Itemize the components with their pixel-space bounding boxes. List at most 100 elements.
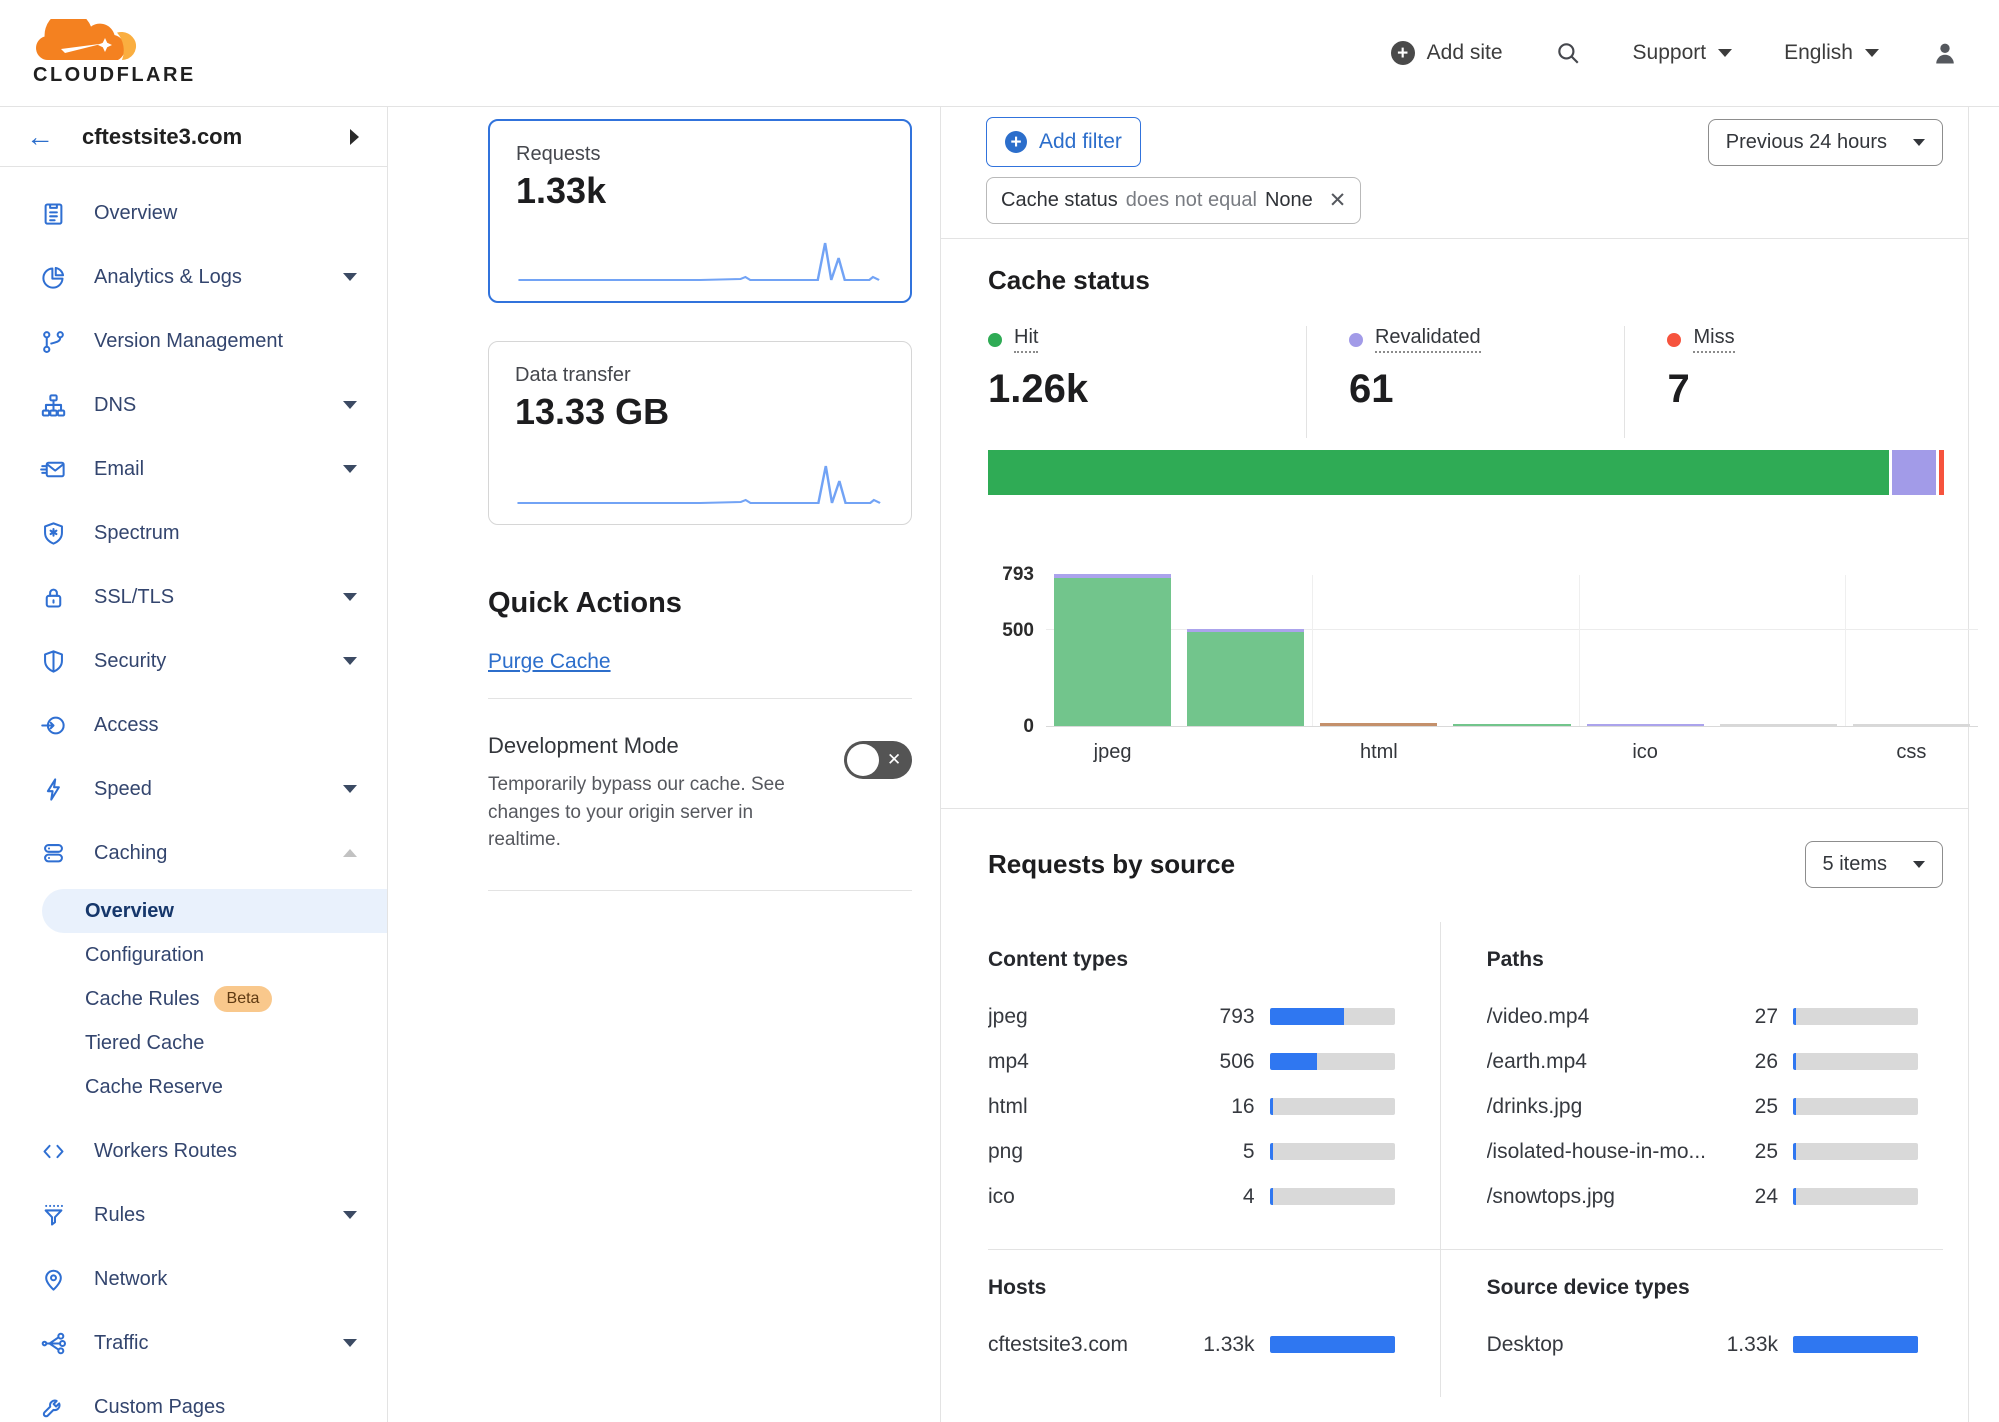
sidebar-subitem-configuration[interactable]: Configuration — [42, 933, 387, 977]
sidebar-item-spectrum[interactable]: Spectrum — [0, 501, 387, 565]
stat-label[interactable]: Miss — [1693, 326, 1735, 353]
table-row[interactable]: /drinks.jpg 25 — [1487, 1084, 1918, 1129]
table-rows: cftestsite3.com 1.33k — [988, 1322, 1395, 1367]
sidebar-item-email[interactable]: Email — [0, 437, 387, 501]
sidebar-item-workers-routes[interactable]: Workers Routes — [0, 1119, 387, 1183]
chart-bar-css[interactable] — [1845, 575, 1978, 726]
chevron-right-icon[interactable] — [350, 128, 359, 145]
row-bar — [1269, 1008, 1395, 1025]
chart-bar-unlabeled[interactable] — [1179, 575, 1312, 726]
table-row[interactable]: /isolated-house-in-mo... 25 — [1487, 1129, 1918, 1174]
requests-metric-card[interactable]: Requests 1.33k — [488, 119, 912, 303]
table-row[interactable]: Desktop 1.33k — [1487, 1322, 1918, 1367]
sidebar-item-speed[interactable]: Speed — [0, 757, 387, 821]
row-bar — [1269, 1098, 1395, 1115]
sidebar-item-caching[interactable]: Caching — [0, 821, 387, 885]
table-title: Content types — [988, 948, 1129, 971]
sidebar-item-network[interactable]: Network — [0, 1247, 387, 1311]
cloudflare-cloud-icon — [36, 19, 137, 61]
table-hosts: Hosts cftestsite3.com 1.33k — [988, 1249, 1440, 1397]
sidebar-item-label: Version Management — [94, 329, 284, 352]
table-row[interactable]: html 16 — [988, 1084, 1395, 1129]
cloudflare-logo[interactable]: CLOUDFLARE — [33, 19, 196, 87]
items-count-select[interactable]: 5 items — [1804, 841, 1943, 888]
sidebar-item-dns[interactable]: DNS — [0, 373, 387, 437]
sidebar-subitem-tiered-cache[interactable]: Tiered Cache — [42, 1021, 387, 1065]
table-row[interactable]: ico 4 — [988, 1174, 1395, 1219]
version-icon — [40, 327, 68, 355]
sidebar-item-rules[interactable]: Rules — [0, 1183, 387, 1247]
back-arrow-icon[interactable]: ← — [26, 120, 54, 152]
development-mode-toggle[interactable]: ✕ — [844, 741, 912, 779]
sidebar-item-analytics-logs[interactable]: Analytics & Logs — [0, 245, 387, 309]
bar-segment — [1053, 578, 1172, 726]
add-filter-button[interactable]: + Add filter — [986, 117, 1141, 167]
stat-label[interactable]: Hit — [1014, 326, 1039, 353]
row-value: 16 — [1231, 1094, 1255, 1118]
plus-circle-icon: + — [1005, 131, 1027, 153]
user-icon[interactable] — [1931, 39, 1959, 67]
row-bar — [1269, 1143, 1395, 1160]
support-menu[interactable]: Support — [1633, 41, 1733, 65]
sidebar-item-version-management[interactable]: Version Management — [0, 309, 387, 373]
search-icon[interactable] — [1555, 40, 1581, 66]
hit-dot-icon — [988, 332, 1002, 347]
purge-cache-link[interactable]: Purge Cache — [488, 650, 611, 673]
chevron-down-icon — [343, 465, 357, 473]
add-site-button[interactable]: + Add site — [1390, 41, 1503, 65]
x-tick-label — [1712, 741, 1845, 764]
table-row[interactable]: mp4 506 — [988, 1039, 1395, 1084]
sidebar-item-overview[interactable]: Overview — [0, 181, 387, 245]
chart-bar-jpeg[interactable] — [1046, 574, 1179, 726]
language-menu[interactable]: English — [1784, 41, 1879, 65]
row-value: 4 — [1242, 1184, 1255, 1208]
row-label: /video.mp4 — [1486, 1004, 1590, 1028]
row-value: 506 — [1219, 1049, 1255, 1073]
stat-label[interactable]: Revalidated — [1374, 326, 1481, 353]
site-selector[interactable]: ← cftestsite3.com — [0, 107, 387, 167]
row-label: /drinks.jpg — [1486, 1094, 1583, 1118]
sidebar-item-access[interactable]: Access — [0, 693, 387, 757]
row-value: 24 — [1754, 1184, 1778, 1208]
add-site-label: Add site — [1426, 41, 1503, 64]
data-transfer-metric-card[interactable]: Data transfer 13.33 GB — [488, 341, 912, 525]
chart-bar-html[interactable] — [1312, 575, 1445, 726]
sidebar-subitem-cache-reserve[interactable]: Cache Reserve — [42, 1065, 387, 1109]
cache-status-distribution-bar — [988, 450, 1944, 495]
chevron-down-icon — [343, 401, 357, 409]
table-row[interactable]: cftestsite3.com 1.33k — [988, 1322, 1395, 1367]
y-tick-label: 0 — [1023, 716, 1034, 737]
requests-label: Requests — [516, 143, 601, 165]
table-row[interactable]: jpeg 793 — [988, 994, 1395, 1039]
row-bar-fill — [1269, 1336, 1395, 1353]
row-value: 1.33k — [1203, 1332, 1255, 1356]
filter-chip[interactable]: Cache status does not equal None ✕ — [986, 177, 1362, 224]
sidebar-subitem-overview[interactable]: Overview — [42, 889, 387, 933]
table-row[interactable]: /video.mp4 27 — [1487, 994, 1918, 1039]
sidebar-item-label: Network — [94, 1267, 168, 1290]
sidebar-item-label: Caching — [94, 841, 168, 864]
sidebar-subitem-cache-rules[interactable]: Cache Rules Beta — [42, 977, 387, 1021]
chart-bar-unlabeled[interactable] — [1712, 575, 1845, 726]
sidebar-item-traffic[interactable]: Traffic — [0, 1311, 387, 1375]
time-range-select[interactable]: Previous 24 hours — [1707, 118, 1943, 166]
bar-segment — [1320, 722, 1438, 726]
table-rows: /video.mp4 27/earth.mp4 26/drinks.jpg 25/is… — [1487, 994, 1918, 1219]
sidebar-item-security[interactable]: Security — [0, 629, 387, 693]
sidebar-item-custom-pages[interactable]: Custom Pages — [0, 1375, 387, 1422]
time-range-value: Previous 24 hours — [1725, 130, 1887, 153]
filter-chip-operator: does not equal — [1125, 189, 1257, 211]
chart-bar-ico[interactable] — [1579, 575, 1712, 726]
table-source-device-types: Source device types Desktop 1.33k — [1439, 1249, 1943, 1397]
x-tick-label — [1445, 741, 1578, 764]
overview-icon — [40, 199, 68, 227]
row-value: 25 — [1754, 1094, 1778, 1118]
sidebar-item-ssl-tls[interactable]: SSL/TLS — [0, 565, 387, 629]
distribution-segment-miss — [1939, 450, 1944, 495]
row-bar-fill — [1793, 1053, 1797, 1070]
remove-filter-icon[interactable]: ✕ — [1328, 189, 1347, 212]
chart-bar-unlabeled[interactable] — [1445, 575, 1578, 726]
table-row[interactable]: /snowtops.jpg 24 — [1487, 1174, 1918, 1219]
table-row[interactable]: /earth.mp4 26 — [1487, 1039, 1918, 1084]
table-row[interactable]: png 5 — [988, 1129, 1395, 1174]
